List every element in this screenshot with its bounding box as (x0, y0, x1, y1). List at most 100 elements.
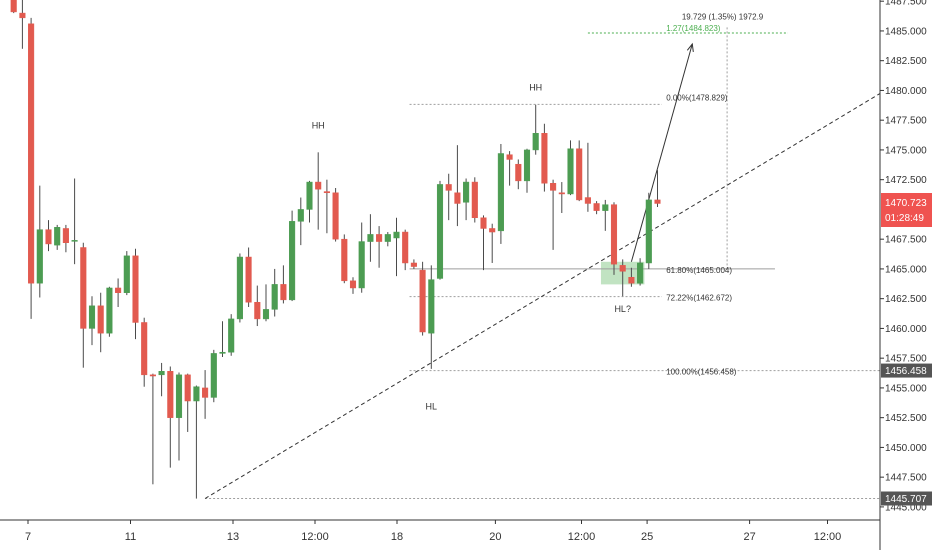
candle-up[interactable] (236, 256, 243, 320)
time-tick-label: 12:00 (814, 531, 842, 543)
price-tick-label: 1455.000 (885, 383, 927, 394)
candle-down[interactable] (489, 228, 496, 233)
candle-down[interactable] (445, 184, 452, 191)
candle-up[interactable] (384, 234, 391, 242)
time-axis[interactable] (0, 520, 880, 550)
candle-down[interactable] (410, 262, 417, 267)
price-tick-label: 1450.000 (885, 443, 927, 454)
level-price-tag (881, 491, 932, 506)
measure-label: 19.729 (1.35%) 1972.9 (682, 12, 764, 21)
candle-up[interactable] (71, 240, 78, 242)
candle-down[interactable] (62, 228, 69, 243)
candle-up[interactable] (645, 199, 652, 264)
candle-up[interactable] (158, 371, 165, 376)
candle-up[interactable] (297, 209, 304, 222)
candle-up[interactable] (567, 148, 574, 195)
trendline[interactable] (204, 55, 932, 499)
price-tick-label: 1487.500 (885, 0, 927, 8)
candle-down[interactable] (184, 374, 191, 402)
candle-up[interactable] (436, 184, 444, 279)
candle-down[interactable] (149, 374, 156, 377)
candle-up[interactable] (54, 227, 61, 246)
candle-down[interactable] (141, 322, 148, 376)
fib-level-label: 61.80%(1465.004) (666, 266, 732, 275)
candle-down[interactable] (245, 256, 252, 303)
candle-up[interactable] (523, 149, 531, 182)
candle-down[interactable] (454, 192, 461, 204)
candle-down[interactable] (610, 204, 618, 265)
candle-down[interactable] (584, 197, 591, 204)
price-tick-label: 1457.500 (885, 354, 927, 365)
candle-down[interactable] (576, 148, 583, 201)
candle-up[interactable] (106, 287, 113, 334)
price-tick-label: 1480.000 (885, 86, 927, 97)
candle-up[interactable] (123, 255, 130, 293)
candle-up[interactable] (88, 305, 96, 329)
swing-label: HL (426, 401, 438, 411)
time-tick-label: 18 (391, 531, 403, 543)
forecast-arrow-head (686, 42, 694, 53)
candle-up[interactable] (358, 241, 365, 289)
candle-down[interactable] (541, 133, 548, 184)
candle-up[interactable] (219, 351, 226, 354)
candle-up[interactable] (428, 279, 435, 334)
candle-down[interactable] (115, 287, 122, 293)
level-price-tag (881, 363, 932, 378)
candle-up[interactable] (193, 386, 200, 402)
candle-down[interactable] (202, 387, 209, 398)
candle-down[interactable] (419, 269, 426, 333)
candle-down[interactable] (280, 284, 287, 301)
candle-down[interactable] (80, 247, 87, 329)
candle-down[interactable] (254, 301, 261, 320)
candle-down[interactable] (619, 265, 626, 272)
candle-down[interactable] (471, 181, 478, 219)
candle-down[interactable] (480, 217, 487, 229)
price-axis[interactable] (880, 0, 932, 550)
candle-up[interactable] (367, 234, 374, 242)
forecast-arrow[interactable] (630, 43, 693, 262)
level-price-label: 1456.458 (885, 366, 927, 377)
candle-up[interactable] (497, 153, 504, 232)
candle-down[interactable] (515, 163, 522, 182)
candle-up[interactable] (175, 374, 183, 418)
time-tick-label: 12:00 (568, 531, 596, 543)
candle-down[interactable] (593, 203, 600, 211)
candle-down[interactable] (19, 12, 26, 19)
candle-down[interactable] (323, 191, 330, 194)
candle-up[interactable] (289, 221, 296, 301)
price-tick-label: 1460.000 (885, 324, 927, 335)
fib-level-label: 1.27(1484.823) (666, 24, 721, 33)
candle-down[interactable] (349, 280, 357, 289)
candle-up[interactable] (393, 231, 400, 239)
candle-down[interactable] (558, 192, 565, 195)
candle-down[interactable] (28, 23, 35, 284)
candle-down[interactable] (132, 255, 139, 323)
candle-down[interactable] (97, 305, 104, 334)
candle-up[interactable] (532, 133, 539, 151)
candle-down[interactable] (315, 181, 322, 190)
candle-up[interactable] (210, 353, 217, 398)
candle-down[interactable] (341, 238, 348, 282)
time-tick-label: 25 (641, 531, 653, 543)
candle-up[interactable] (262, 309, 270, 320)
candle-down[interactable] (628, 277, 635, 284)
candle-down[interactable] (376, 234, 383, 242)
candle-down[interactable] (10, 0, 17, 13)
candle-up[interactable] (36, 229, 43, 284)
candle-down[interactable] (654, 199, 661, 204)
candle-up[interactable] (228, 318, 235, 353)
candle-down[interactable] (402, 231, 409, 264)
candle-up[interactable] (637, 262, 644, 284)
candle-down[interactable] (550, 182, 557, 191)
candle-down[interactable] (45, 229, 52, 245)
candle-down[interactable] (167, 371, 174, 418)
candle-up[interactable] (602, 204, 609, 211)
fib-level-label: 0.00%(1478.829) (666, 93, 728, 102)
candle-up[interactable] (271, 284, 278, 310)
candle-up[interactable] (306, 181, 313, 210)
candle-down[interactable] (506, 154, 513, 160)
candle-down[interactable] (332, 192, 339, 240)
candle-up[interactable] (463, 181, 470, 203)
